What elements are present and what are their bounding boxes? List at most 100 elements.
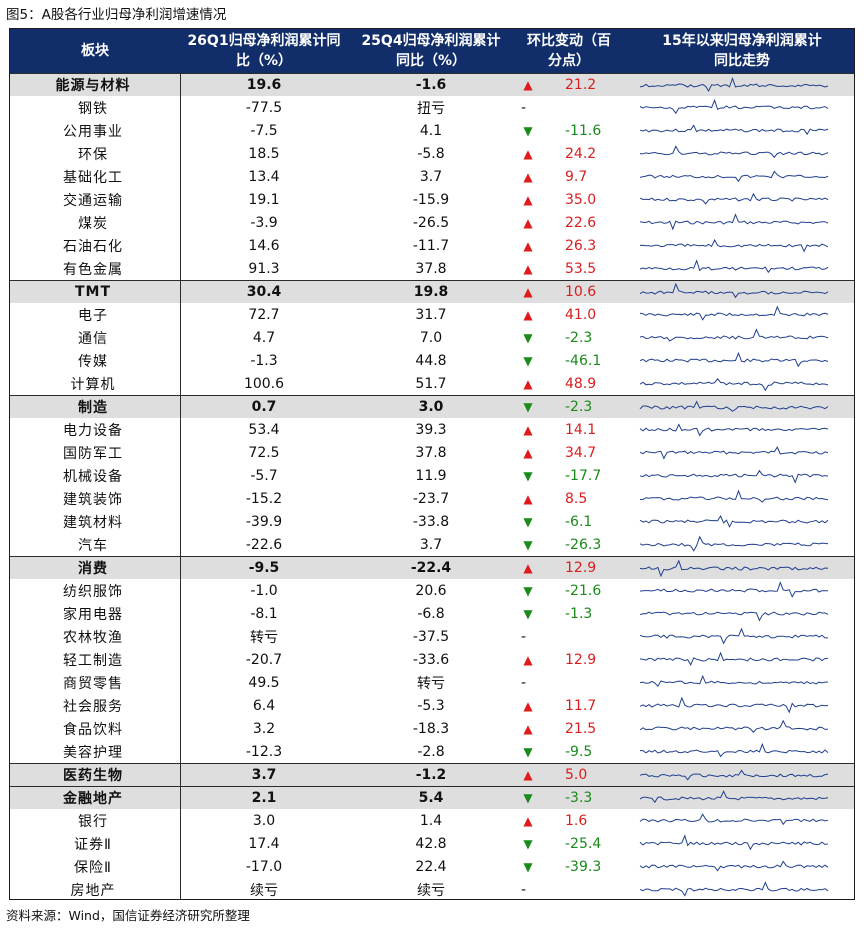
sector-name: 煤炭 — [78, 215, 108, 232]
trend-sparkline-chart — [639, 489, 829, 503]
change-value: 8.5 — [565, 490, 588, 507]
triangle-up-icon: ▲ — [523, 698, 533, 713]
industry-row: 基础化工 13.4 3.7 ▲ 9.7 — [10, 165, 854, 188]
q1-growth-value: -17.0 — [245, 858, 283, 875]
industry-row: 纺织服饰 -1.0 20.6 ▼ -21.6 — [10, 579, 854, 602]
q4-growth-value: -1.6 — [415, 77, 447, 93]
q1-growth-value: -39.9 — [245, 513, 283, 530]
change-value: -6.1 — [565, 513, 593, 530]
change-value: -11.6 — [565, 122, 602, 139]
industry-row: 银行 3.0 1.4 ▲ 1.6 — [10, 809, 854, 832]
change-value: 22.6 — [565, 214, 597, 231]
trend-sparkline-chart — [639, 696, 829, 714]
trend-line — [639, 627, 828, 645]
trend-sparkline-chart — [639, 559, 829, 578]
change-value: -39.3 — [565, 858, 602, 875]
trend-sparkline — [630, 602, 854, 625]
trend-sparkline-chart — [639, 651, 829, 667]
trend-line — [639, 170, 829, 183]
triangle-up-icon: ▲ — [523, 285, 533, 299]
trend-line — [639, 446, 829, 460]
trend-line — [639, 834, 829, 851]
trend-sparkline — [630, 671, 854, 694]
q1-growth-value: -77.5 — [245, 99, 283, 116]
trend-sparkline — [630, 855, 854, 878]
trend-sparkline — [630, 257, 854, 280]
q1-growth-value: 72.7 — [248, 306, 280, 323]
trend-line — [639, 328, 829, 342]
q4-growth-value: -22.4 — [410, 560, 452, 576]
triangle-up-icon: ▲ — [523, 721, 533, 736]
q1-growth-value: 49.5 — [248, 674, 280, 691]
trend-sparkline — [630, 74, 854, 96]
q1-growth-value: 3.7 — [251, 767, 277, 783]
industry-row: 公用事业 -7.5 4.1 ▼ -11.6 — [10, 119, 854, 142]
sector-name: 公用事业 — [63, 123, 123, 140]
trend-line — [639, 192, 829, 205]
q1-growth-value: -12.3 — [245, 743, 283, 760]
change-value: 9.7 — [565, 168, 588, 185]
figure-title: 图5：A股各行业归母净利润增速情况 — [6, 7, 227, 23]
triangle-up-icon: ▲ — [523, 215, 533, 230]
triangle-down-icon: ▼ — [523, 583, 533, 598]
triangle-up-icon: ▲ — [523, 813, 533, 828]
q4-growth-value: -26.5 — [412, 214, 450, 231]
trend-sparkline-chart — [639, 192, 829, 205]
q1-growth-value: 72.5 — [248, 444, 280, 461]
q1-growth-value: 19.1 — [248, 191, 280, 208]
q4-growth-value: 3.0 — [418, 399, 444, 415]
trend-sparkline — [630, 211, 854, 234]
sector-name: 纺织服饰 — [63, 583, 123, 600]
change-value: 21.5 — [565, 720, 597, 737]
q4-growth-value: -6.8 — [417, 605, 445, 622]
q1-growth-value: 18.5 — [248, 145, 280, 162]
industry-row: 食品饮料 3.2 -18.3 ▲ 21.5 — [10, 717, 854, 740]
trend-line — [639, 124, 829, 136]
industry-row: 轻工制造 -20.7 -33.6 ▲ 12.9 — [10, 648, 854, 671]
trend-sparkline-chart — [640, 145, 829, 159]
sector-group-row: TMT 30.4 19.8 ▲ 10.6 — [10, 280, 854, 303]
triangle-down-icon: ▼ — [523, 123, 533, 138]
trend-line — [640, 742, 829, 758]
sector-name: 商贸零售 — [63, 675, 123, 692]
trend-sparkline — [630, 303, 854, 326]
triangle-down-icon: ▼ — [523, 514, 533, 529]
trend-sparkline — [630, 625, 854, 648]
sector-name: 建筑材料 — [63, 514, 123, 531]
trend-sparkline-chart — [639, 400, 829, 412]
industry-row: 钢铁 -77.5 扭亏 - — [10, 96, 854, 119]
change-value: 26.3 — [565, 237, 597, 254]
change-value: 14.1 — [565, 421, 597, 438]
sector-profit-table: 板块 26Q1归母净利润累计同比（%） 25Q4归母净利润累计同比（%） 环比变… — [9, 28, 855, 900]
trend-sparkline-chart — [639, 124, 829, 136]
trend-line — [639, 514, 829, 528]
q1-growth-value: -22.6 — [245, 536, 283, 553]
sector-name: 通信 — [78, 330, 108, 347]
q1-growth-value: 14.6 — [248, 237, 280, 254]
industry-row: 机械设备 -5.7 11.9 ▼ -17.7 — [10, 464, 854, 487]
trend-sparkline — [630, 441, 854, 464]
trend-sparkline-chart — [639, 611, 829, 622]
triangle-down-icon: ▼ — [523, 791, 533, 805]
q1-growth-value: -8.1 — [250, 605, 278, 622]
trend-sparkline — [630, 464, 854, 487]
trend-sparkline-chart — [639, 98, 829, 115]
triangle-down-icon: ▼ — [523, 537, 533, 552]
q4-growth-value: -15.9 — [412, 191, 450, 208]
trend-sparkline-chart — [639, 378, 829, 392]
change-value: 48.9 — [565, 375, 597, 392]
q4-growth-value: -33.6 — [412, 651, 450, 668]
trend-sparkline-chart — [639, 769, 829, 781]
triangle-down-icon: ▼ — [523, 859, 533, 874]
q1-growth-value: 4.7 — [252, 329, 276, 346]
q4-growth-value: 42.8 — [415, 835, 447, 852]
q4-growth-value: -2.8 — [417, 743, 445, 760]
q4-growth-value: 5.4 — [418, 790, 444, 806]
q4-growth-value: 51.7 — [415, 375, 447, 392]
header-sector: 板块 — [81, 43, 109, 59]
sector-name: 家用电器 — [63, 606, 123, 623]
triangle-down-icon: ▼ — [523, 606, 533, 621]
change-value: 35.0 — [565, 191, 597, 208]
sector-name: 能源与材料 — [55, 78, 131, 94]
q4-growth-value: 19.8 — [413, 284, 449, 300]
